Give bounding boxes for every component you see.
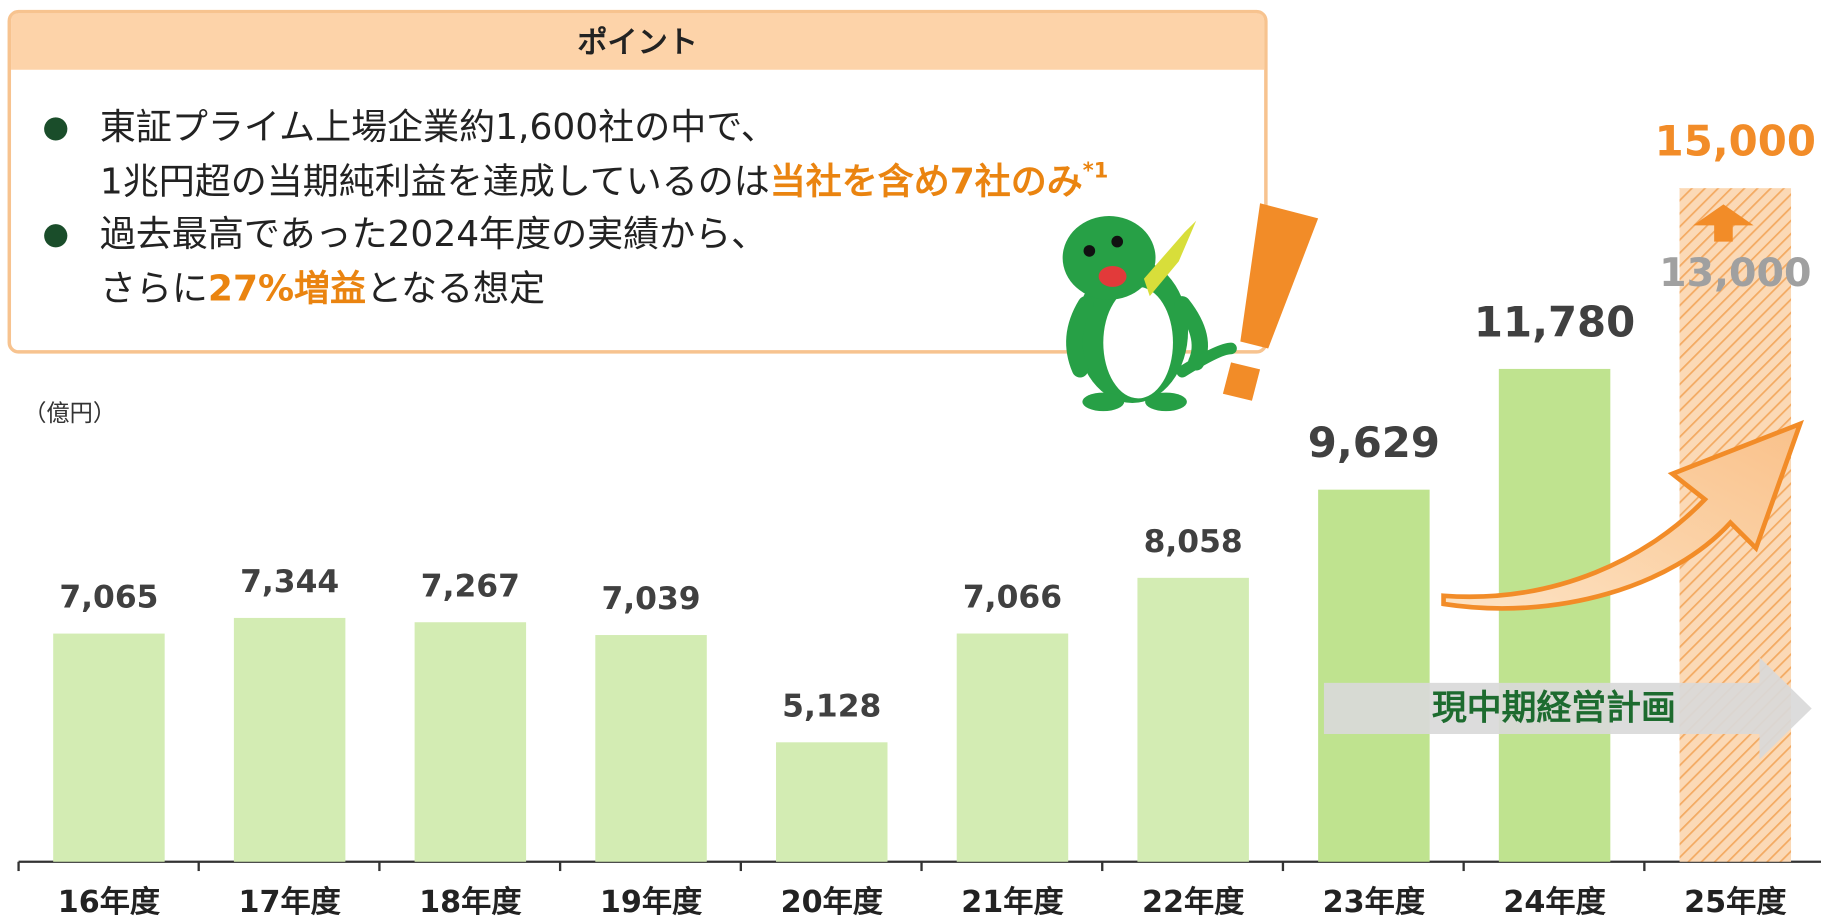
bar — [1318, 489, 1430, 862]
bar — [595, 635, 707, 862]
x-tick-label: 20年度 — [781, 885, 884, 918]
exclamation — [1222, 203, 1319, 401]
text-segment: 当社を含め7社のみ — [770, 162, 1083, 203]
text-segment: 東証プライム上場企業約1,600社の中で、 — [100, 107, 777, 148]
value-label: 7,065 — [59, 580, 158, 616]
value-label: 11,780 — [1474, 297, 1635, 346]
x-tick-label: 23年度 — [1323, 885, 1426, 918]
bar — [1498, 368, 1611, 862]
bar — [776, 742, 888, 862]
value-label: 5,128 — [782, 688, 881, 724]
plan-arrow — [1323, 657, 1812, 760]
x-tick-label: 21年度 — [961, 885, 1064, 918]
value-label: 7,267 — [421, 568, 520, 604]
value-label: 9,629 — [1308, 418, 1440, 467]
unit-label: （億円） — [23, 400, 116, 427]
x-tick-label: 22年度 — [1142, 885, 1245, 918]
up-arrow — [1693, 204, 1754, 242]
value-label: 8,058 — [1144, 524, 1243, 560]
bullet-line: さらに27%増益となる想定 — [100, 268, 545, 309]
callout-header — [11, 13, 1265, 70]
callout-title: ポイント — [577, 26, 698, 61]
growth-arrow — [1441, 419, 1804, 611]
mascot — [1062, 216, 1237, 412]
x-tick-label: 17年度 — [238, 885, 341, 918]
text-segment: 1兆円超の当期純利益を達成しているのは — [100, 162, 770, 203]
callout-box — [7, 9, 1268, 354]
bullet-line: 1兆円超の当期純利益を達成しているのは当社を含め7社のみ*1 — [100, 159, 1108, 203]
plan-label: 現中期経営計画 — [1432, 689, 1676, 729]
previous-forecast-label: 13,000 — [1659, 250, 1811, 296]
text-segment: 27%増益 — [208, 268, 366, 309]
x-tick-label: 18年度 — [419, 885, 522, 918]
value-label: 7,039 — [601, 581, 700, 617]
text-segment: *1 — [1083, 159, 1108, 183]
bar — [414, 622, 527, 862]
bar — [53, 633, 165, 862]
bars: 7,065 16年度 7,344 17年度 7,267 18年度 7,039 19年度 5,12… — [53, 117, 1816, 918]
callout: ポイント 東証プライム上場企業約1,600社の中で、 1兆円超の当期純利益を達成し… — [7, 9, 1268, 354]
bullet-line: 東証プライム上場企業約1,600社の中で、 — [100, 107, 777, 148]
text-segment: となる想定 — [366, 268, 545, 309]
x-tick-label: 24年度 — [1503, 885, 1606, 918]
value-label: 7,066 — [963, 580, 1062, 616]
bullets: 東証プライム上場企業約1,600社の中で、 1兆円超の当期純利益を達成しているのは… — [44, 107, 1108, 309]
bar — [956, 633, 1069, 862]
bar — [1137, 577, 1249, 862]
x-tick-label: 16年度 — [58, 885, 161, 918]
value-label: 15,000 — [1655, 117, 1816, 166]
text-segment: さらに — [100, 268, 208, 309]
x-tick-label: 19年度 — [600, 885, 703, 918]
bullet-dot — [44, 224, 68, 248]
value-label: 7,344 — [240, 564, 339, 600]
chart: （億円） 7,065 16年度 7,344 17年度 7,267 18年度 7,039 19年… — [17, 117, 1821, 918]
bullet-dot — [44, 117, 68, 141]
text-segment: 過去最高であった2024年度の実績から、 — [100, 214, 767, 255]
x-tick-label: 25年度 — [1684, 885, 1787, 918]
bar — [233, 617, 346, 862]
bullet-line: 過去最高であった2024年度の実績から、 — [100, 214, 767, 255]
